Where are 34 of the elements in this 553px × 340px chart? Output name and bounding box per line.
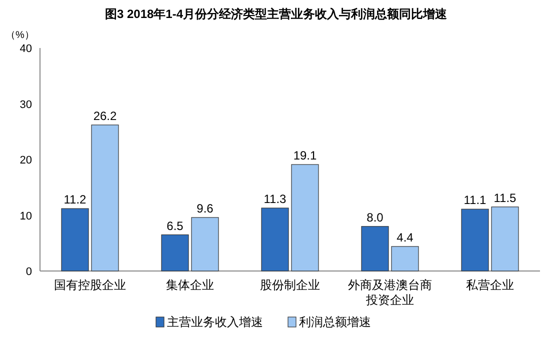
bar xyxy=(161,234,189,272)
data-label: 11.2 xyxy=(64,192,87,207)
legend-label: 利润总额增速 xyxy=(299,315,371,329)
data-label: 19.1 xyxy=(293,148,317,163)
bar xyxy=(491,206,519,272)
bar xyxy=(261,208,289,272)
x-tick-label: 私营企业 xyxy=(466,278,514,292)
x-tick-label: 集体企业 xyxy=(166,278,214,292)
bar xyxy=(61,208,89,272)
y-axis-title: （%） xyxy=(6,30,34,41)
bar xyxy=(361,226,389,272)
bar xyxy=(291,164,319,272)
data-label: 26.2 xyxy=(93,108,117,123)
data-label: 11.5 xyxy=(494,190,517,205)
y-tick-label: 0 xyxy=(26,266,32,278)
y-tick-label: 20 xyxy=(20,154,32,166)
data-label: 11.3 xyxy=(264,192,287,206)
bar xyxy=(91,124,119,272)
x-tick-label: 外商及港澳台商投资企业 xyxy=(348,278,432,307)
y-tick-label: 40 xyxy=(20,43,32,55)
data-label: 4.4 xyxy=(396,230,414,244)
y-tick-label: 30 xyxy=(20,98,32,111)
y-tick-label: 10 xyxy=(20,210,32,222)
data-label: 6.5 xyxy=(166,218,184,233)
x-tick-label: 股份制企业 xyxy=(260,278,320,292)
legend-label: 主营业务收入增速 xyxy=(167,315,263,329)
chart-title: 图3 2018年1-4月份分经济类型主营业务收入与利润总额同比增速 xyxy=(104,7,448,21)
data-label: 11.1 xyxy=(464,193,487,208)
data-label: 8.0 xyxy=(366,210,384,224)
bar xyxy=(191,217,219,272)
x-tick-label: 国有控股企业 xyxy=(54,278,126,292)
data-label: 9.6 xyxy=(196,201,214,216)
bar xyxy=(461,208,489,272)
bar xyxy=(391,246,419,272)
